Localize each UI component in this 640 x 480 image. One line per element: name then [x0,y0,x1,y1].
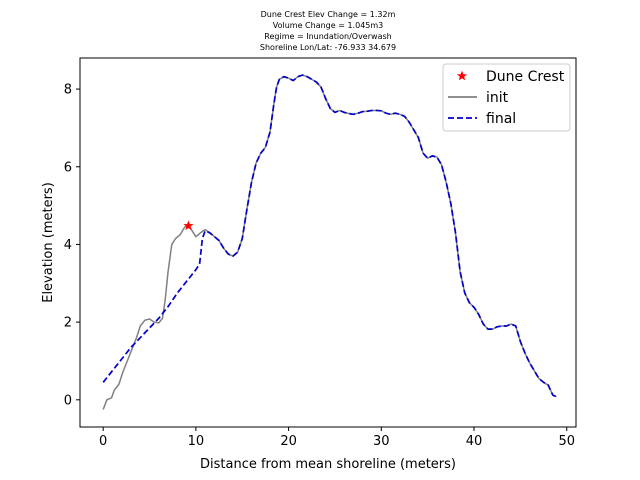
x-tick-label: 10 [188,434,205,449]
plot-frame [79,57,577,428]
chart-title: Dune Crest Elev Change = 1.32m Volume Cha… [260,10,396,52]
title-line-1: Dune Crest Elev Change = 1.32m [261,10,396,19]
legend-box [442,63,571,132]
y-tick-label: 8 [64,83,72,98]
title-line-4: Shoreline Lon/Lat: -76.933 34.679 [260,43,396,52]
x-tick-label: 50 [558,434,575,449]
title-line-2: Volume Change = 1.045m3 [273,21,384,30]
series-group [102,74,557,410]
legend-swatch-dune-crest [456,70,468,81]
x-axis-ticks: 0 10 20 30 40 50 [99,427,575,449]
legend-label-dune-crest: Dune Crest [486,69,565,85]
x-tick-label: 30 [373,434,390,449]
x-axis-label: Distance from mean shoreline (meters) [200,457,456,472]
y-axis-label: Elevation (meters) [41,182,56,303]
marker-group [183,220,194,231]
series-final-line [102,74,557,398]
y-tick-label: 2 [64,316,72,331]
x-tick-label: 20 [280,434,297,449]
y-tick-label: 0 [64,393,72,408]
x-tick-label: 0 [99,434,107,449]
dune-crest-marker [183,220,194,231]
y-tick-label: 4 [64,238,72,253]
title-line-3: Regime = Inundation/Overwash [264,32,391,41]
legend-label-final: final [486,111,516,127]
y-axis-ticks: 0 2 4 6 8 [64,83,80,408]
y-tick-label: 6 [64,160,72,175]
legend: Dune Crest init final [442,63,571,132]
legend-label-init: init [486,90,509,106]
x-tick-label: 40 [466,434,483,449]
